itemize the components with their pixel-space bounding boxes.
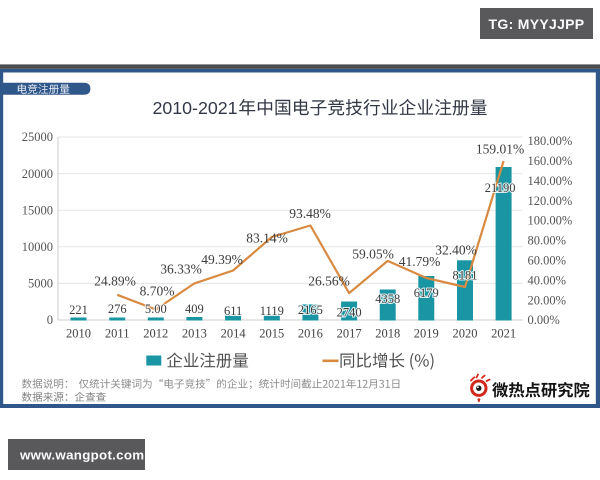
svg-text:TG: MYYJJPP: TG: MYYJJPP xyxy=(489,16,585,32)
svg-text:32.40%: 32.40% xyxy=(435,243,477,258)
svg-text:2015: 2015 xyxy=(259,326,284,340)
svg-text:15000: 15000 xyxy=(22,203,53,217)
svg-text:160.00%: 160.00% xyxy=(528,154,573,168)
svg-text:0: 0 xyxy=(47,313,53,327)
svg-text:10000: 10000 xyxy=(22,240,53,254)
svg-text:93.48%: 93.48% xyxy=(289,206,331,221)
svg-text:25000: 25000 xyxy=(22,130,53,144)
svg-text:409: 409 xyxy=(185,302,204,316)
svg-text:41.79%: 41.79% xyxy=(399,254,441,269)
svg-text:2021: 2021 xyxy=(491,326,516,340)
svg-text:2010: 2010 xyxy=(66,326,91,340)
svg-text:20000: 20000 xyxy=(22,167,53,181)
svg-text:2020: 2020 xyxy=(453,326,478,340)
svg-text:2019: 2019 xyxy=(414,326,439,340)
svg-text:2165: 2165 xyxy=(298,303,323,317)
svg-text:60.00%: 60.00% xyxy=(528,254,567,268)
svg-text:221: 221 xyxy=(69,303,88,317)
svg-text:2013: 2013 xyxy=(182,326,207,340)
svg-text:2014: 2014 xyxy=(221,326,247,340)
svg-text:www.wangpot.com: www.wangpot.com xyxy=(19,448,144,463)
svg-text:8.70%: 8.70% xyxy=(140,284,175,299)
svg-text:24.89%: 24.89% xyxy=(94,274,136,289)
svg-text:36.33%: 36.33% xyxy=(160,262,202,277)
svg-text:5.00: 5.00 xyxy=(145,302,167,316)
svg-text:140.00%: 140.00% xyxy=(528,174,573,188)
svg-text:2018: 2018 xyxy=(375,326,400,340)
svg-text:2011: 2011 xyxy=(105,326,130,340)
svg-text:1119: 1119 xyxy=(260,304,284,318)
svg-text:59.05%: 59.05% xyxy=(352,247,394,262)
svg-text:276: 276 xyxy=(108,302,127,316)
svg-text:120.00%: 120.00% xyxy=(528,194,573,208)
svg-text:2010-2021: 2010-2021 xyxy=(153,98,238,118)
svg-text:2017: 2017 xyxy=(337,326,362,340)
svg-text:26.56%: 26.56% xyxy=(308,274,350,289)
svg-text:4358: 4358 xyxy=(375,292,400,306)
svg-text:20.00%: 20.00% xyxy=(528,293,567,307)
svg-text:80.00%: 80.00% xyxy=(528,234,567,248)
svg-text:180.00%: 180.00% xyxy=(528,134,573,148)
svg-text:0.00%: 0.00% xyxy=(528,313,560,327)
svg-text:21190: 21190 xyxy=(485,181,516,195)
svg-text:100.00%: 100.00% xyxy=(528,214,573,228)
svg-text:6179: 6179 xyxy=(414,286,439,300)
svg-text:611: 611 xyxy=(224,304,242,318)
svg-text:2016: 2016 xyxy=(298,326,323,340)
svg-text:159.01%: 159.01% xyxy=(476,142,524,157)
svg-text:83.14%: 83.14% xyxy=(246,231,288,246)
svg-text:2012: 2012 xyxy=(143,326,168,340)
svg-text:5000: 5000 xyxy=(28,277,53,291)
svg-text:40.00%: 40.00% xyxy=(528,273,567,287)
svg-text:8181: 8181 xyxy=(453,268,478,282)
svg-text:2740: 2740 xyxy=(337,305,362,319)
svg-text:49.39%: 49.39% xyxy=(201,252,243,267)
